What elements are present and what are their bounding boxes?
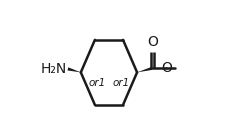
Text: or1: or1 (113, 78, 130, 88)
Polygon shape (137, 67, 153, 72)
Polygon shape (67, 67, 81, 72)
Text: O: O (147, 35, 158, 49)
Text: O: O (161, 61, 172, 75)
Text: or1: or1 (88, 78, 106, 88)
Text: H₂N: H₂N (41, 62, 67, 76)
